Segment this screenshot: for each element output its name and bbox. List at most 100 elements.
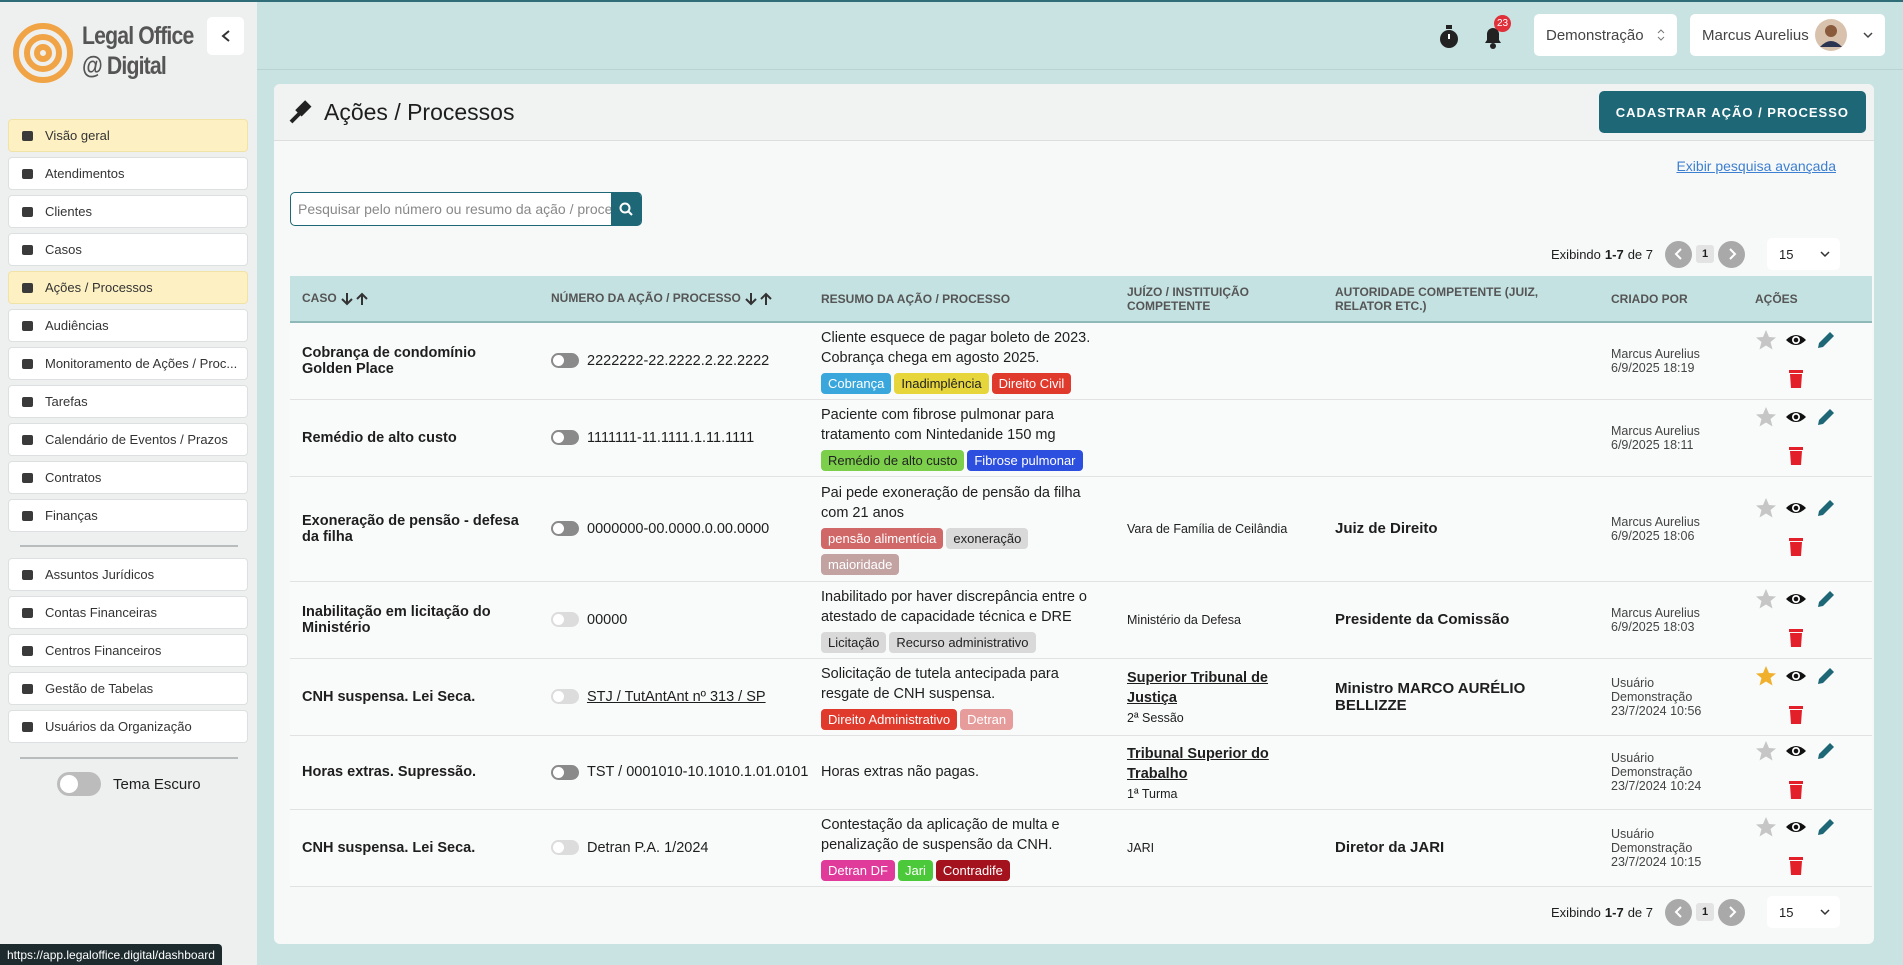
next-page[interactable] <box>1718 240 1745 268</box>
process-number: Detran P.A. 1/2024 <box>587 839 709 856</box>
monitor-toggle[interactable] <box>551 430 579 446</box>
monitor-toggle[interactable] <box>551 764 579 780</box>
page-size-select[interactable]: 15 <box>1767 896 1840 928</box>
edit[interactable] <box>1815 740 1845 766</box>
collapse-button[interactable] <box>207 17 244 55</box>
favorite[interactable] <box>1755 740 1785 766</box>
monitor-toggle[interactable] <box>551 840 579 856</box>
monitor-toggle[interactable] <box>551 353 579 369</box>
theme-toggle[interactable]: Tema Escuro <box>57 772 201 796</box>
nav-item[interactable]: Ações / Processos <box>8 271 248 304</box>
page-number[interactable]: 1 <box>1696 903 1714 921</box>
advanced-search-link[interactable]: Exibir pesquisa avançada <box>1676 158 1836 174</box>
view[interactable] <box>1785 665 1815 691</box>
court[interactable]: Superior Tribunal de Justiça <box>1127 670 1268 706</box>
summary: Pai pede exoneração de pensão da filha c… <box>821 484 1081 521</box>
actions <box>1755 665 1860 729</box>
nav-item[interactable]: Casos <box>8 233 248 266</box>
nav-item[interactable]: Finanças <box>8 499 248 532</box>
case-name: CNH suspensa. Lei Seca. <box>302 839 476 856</box>
search-box[interactable]: Pesquisar pelo número ou resumo da ação … <box>290 192 642 226</box>
view[interactable] <box>1785 816 1815 842</box>
cell-autoridade: Ministro MARCO AURÉLIO BELLIZZE <box>1323 658 1599 736</box>
edit[interactable] <box>1815 588 1845 614</box>
view[interactable] <box>1785 497 1815 523</box>
nav-item[interactable]: Calendário de Eventos / Prazos <box>8 423 248 456</box>
edit[interactable] <box>1815 816 1845 842</box>
nav-item[interactable]: Centros Financeiros <box>8 634 248 667</box>
search-button[interactable] <box>611 192 641 226</box>
cell-acoes <box>1743 322 1872 400</box>
process-number[interactable]: STJ / TutAntAnt nº 313 / SP <box>587 688 766 705</box>
nav-item[interactable]: Visão geral <box>8 119 248 152</box>
nav-item[interactable]: Contas Financeiras <box>8 596 248 629</box>
edit[interactable] <box>1815 329 1845 355</box>
court-section: 2ª Sessão <box>1127 711 1184 725</box>
summary: Paciente com fibrose pulmonar para trata… <box>821 406 1056 443</box>
bell-icon[interactable] <box>1481 24 1505 50</box>
nav-item[interactable]: Usuários da Organização <box>8 710 248 743</box>
view[interactable] <box>1785 406 1815 432</box>
user-select[interactable]: Marcus Aurelius <box>1690 14 1885 56</box>
page-number[interactable]: 1 <box>1696 245 1714 263</box>
favorite[interactable] <box>1755 497 1785 523</box>
delete[interactable] <box>1785 778 1815 804</box>
favorite[interactable] <box>1755 588 1785 614</box>
cell-criado: Marcus Aurelius 6/9/2025 18:11 <box>1599 399 1743 477</box>
nav-item[interactable]: Audiências <box>8 309 248 342</box>
workspace-select[interactable]: Demonstração <box>1534 14 1677 56</box>
actions <box>1755 740 1860 804</box>
created-at: 23/7/2024 10:56 <box>1611 703 1702 718</box>
prev-page[interactable] <box>1665 240 1692 268</box>
cell-caso: CNH suspensa. Lei Seca. <box>290 658 539 736</box>
tags: Licitação Recurso administrativo <box>821 627 1103 653</box>
edit[interactable] <box>1815 497 1845 523</box>
delete[interactable] <box>1785 444 1815 470</box>
court[interactable]: Tribunal Superior do Trabalho <box>1127 745 1269 782</box>
cell-numero: TST / 0001010-10.1010.1.01.0101 <box>539 735 809 810</box>
nav-item[interactable]: Atendimentos <box>8 157 248 190</box>
cell-numero: Detran P.A. 1/2024 <box>539 809 809 887</box>
sort-arrows[interactable] <box>741 291 774 306</box>
monitor-toggle[interactable] <box>551 521 579 537</box>
created-by: Marcus Aurelius <box>1611 514 1700 529</box>
view[interactable] <box>1785 329 1815 355</box>
nav-item[interactable]: Gestão de Tabelas <box>8 672 248 705</box>
cell-resumo: Cliente esquece de pagar boleto de 2023.… <box>809 322 1115 400</box>
cell-caso: Exoneração de pensão - defesa da filha <box>290 476 539 582</box>
favorite[interactable] <box>1755 665 1785 691</box>
next-page[interactable] <box>1718 898 1745 926</box>
delete[interactable] <box>1785 535 1815 561</box>
switch[interactable] <box>57 772 101 796</box>
nav-item[interactable]: Tarefas <box>8 385 248 418</box>
favorite[interactable] <box>1755 406 1785 432</box>
cell-autoridade: Presidente da Comissão <box>1323 581 1599 659</box>
view[interactable] <box>1785 740 1815 766</box>
column-header: JUÍZO / INSTITUIÇÃO COMPETENTE <box>1115 276 1323 323</box>
nav-item[interactable]: Monitoramento de Ações / Proc... <box>8 347 248 380</box>
favorite[interactable] <box>1755 816 1785 842</box>
delete[interactable] <box>1785 367 1815 393</box>
favorite[interactable] <box>1755 329 1785 355</box>
nav-item[interactable]: Contratos <box>8 461 248 494</box>
timer-icon[interactable] <box>1437 24 1461 50</box>
view[interactable] <box>1785 588 1815 614</box>
nav-label: Monitoramento de Ações / Proc... <box>45 356 238 371</box>
nav-item[interactable]: Clientes <box>8 195 248 228</box>
cell-criado: Usuário Demonstração 23/7/2024 10:56 <box>1599 658 1743 736</box>
column-header: AÇÕES <box>1743 276 1872 323</box>
delete[interactable] <box>1785 703 1815 729</box>
delete[interactable] <box>1785 626 1815 652</box>
tag: exoneração <box>946 527 1029 549</box>
nav-item[interactable]: Assuntos Jurídicos <box>8 558 248 591</box>
monitor-toggle[interactable] <box>551 612 579 628</box>
delete[interactable] <box>1785 854 1815 880</box>
page-size-select[interactable]: 15 <box>1767 238 1840 270</box>
monitor-toggle[interactable] <box>551 689 579 705</box>
prev-page[interactable] <box>1665 898 1692 926</box>
create-button[interactable]: CADASTRAR AÇÃO / PROCESSO <box>1598 91 1866 133</box>
processes-table: CASO NÚMERO DA AÇÃO / PROCESSO RESUMO DA… <box>290 276 1872 887</box>
sort-arrows[interactable] <box>337 291 370 306</box>
edit[interactable] <box>1815 406 1845 432</box>
edit[interactable] <box>1815 665 1845 691</box>
